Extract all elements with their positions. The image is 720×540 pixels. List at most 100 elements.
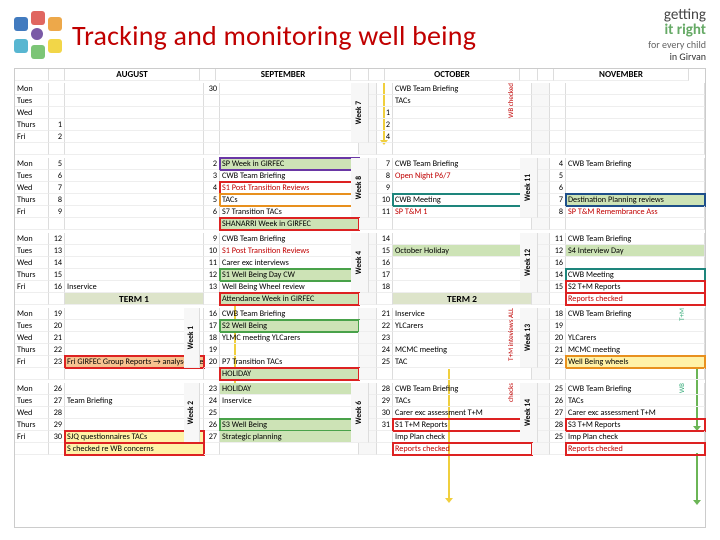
date-num: 14: [49, 257, 65, 269]
event-text: [220, 119, 359, 131]
banner: TERM 1: [65, 293, 204, 305]
event-text: [65, 158, 204, 170]
cell: [359, 368, 377, 380]
date-num: 16: [204, 308, 220, 320]
event-text: [65, 182, 204, 194]
banner: Attendance Week in GIRFEC: [220, 293, 359, 305]
brand-block: getting it right for every child in Girv…: [648, 8, 706, 63]
month-header: [200, 69, 216, 81]
cell: [204, 293, 220, 305]
date-num: 15: [49, 269, 65, 281]
date-num: 8: [550, 206, 566, 218]
date-num: 19: [204, 344, 220, 356]
date-num: 12: [204, 269, 220, 281]
week-label: Week 8: [351, 158, 369, 218]
event-text: [220, 95, 359, 107]
date-num: [550, 107, 566, 119]
cell: [550, 368, 566, 380]
day-label: Mon: [15, 233, 49, 245]
event-text: S2 T+M Reports: [566, 281, 705, 293]
event-text: [65, 107, 204, 119]
arrow-icon: [696, 453, 698, 501]
event-text: [65, 194, 204, 206]
date-num: 6: [550, 182, 566, 194]
date-num: 9: [204, 233, 220, 245]
event-text: CWB Team Briefing: [220, 233, 359, 245]
calendar-row: SHANARRI Week in GIRFEC: [15, 218, 705, 230]
week-sidebar: [532, 95, 550, 107]
calendar-grid: AUGUSTSEPTEMBEROCTOBERNOVEMBERMon30CWB T…: [14, 68, 706, 528]
event-text: [65, 83, 204, 95]
banner: [393, 218, 532, 230]
date-num: 21: [550, 344, 566, 356]
date-num: 9: [377, 182, 393, 194]
week-label: Week 1: [184, 308, 200, 368]
date-num: 11: [377, 206, 393, 218]
week-sidebar: [532, 119, 550, 131]
calendar-row: S checked re WB concernsReports checkedR…: [15, 443, 705, 455]
date-num: 16: [550, 257, 566, 269]
month-header: SEPTEMBER: [216, 69, 351, 81]
cell: [204, 368, 220, 380]
banner: Reports checked: [566, 293, 705, 305]
day-label: Thurs: [15, 269, 49, 281]
date-num: 1: [377, 107, 393, 119]
month-header: NOVEMBER: [554, 69, 689, 81]
date-num: 2: [204, 158, 220, 170]
date-num: [550, 119, 566, 131]
page: Tracking and monitoring well being getti…: [0, 0, 720, 540]
date-num: 22: [550, 356, 566, 368]
date-num: 20: [49, 320, 65, 332]
sidebar-note: WB checked: [506, 83, 518, 143]
event-text: SP Week in GIRFEC: [220, 158, 359, 170]
date-num: [377, 95, 393, 107]
event-text: [393, 182, 532, 194]
day-label: Mon: [15, 308, 49, 320]
event-text: S1 Post Transition Reviews: [220, 245, 359, 257]
day-label: Thurs: [15, 119, 49, 131]
date-num: 22: [49, 344, 65, 356]
date-num: 25: [377, 356, 393, 368]
cell: [49, 143, 65, 155]
date-num: [204, 131, 220, 143]
date-num: 31: [377, 419, 393, 431]
banner: [393, 368, 532, 380]
date-num: 15: [550, 281, 566, 293]
week-sidebar: [359, 308, 377, 320]
event-text: YLMC meeting YLCarers: [220, 332, 359, 344]
header: Tracking and monitoring well being getti…: [14, 8, 706, 62]
calendar-row: Wed2118YLMC meeting YLCarers2320YLCarers: [15, 332, 705, 344]
event-text: S2 Well Being: [220, 320, 359, 332]
date-num: 24: [204, 395, 220, 407]
week-label: Week 7: [351, 83, 369, 143]
month-header: [351, 69, 369, 81]
cell: [532, 293, 550, 305]
banner: Reports checked: [393, 443, 532, 455]
date-num: 4: [377, 131, 393, 143]
event-text: [65, 119, 204, 131]
cell: [359, 443, 377, 455]
cell: [15, 218, 49, 230]
cell: [532, 368, 550, 380]
cell: [550, 443, 566, 455]
date-num: 23: [204, 383, 220, 395]
date-num: 25: [204, 407, 220, 419]
date-num: 24: [377, 344, 393, 356]
cell: [550, 293, 566, 305]
date-num: 26: [204, 419, 220, 431]
week-label: Week 14: [520, 383, 538, 443]
event-text: [65, 245, 204, 257]
date-num: 8: [377, 170, 393, 182]
month-header: [538, 69, 554, 81]
month-header: [369, 69, 385, 81]
date-num: 8: [49, 194, 65, 206]
event-text: Inservice: [65, 281, 204, 293]
event-text: CWB Team Briefing: [566, 158, 705, 170]
date-num: 5: [49, 158, 65, 170]
calendar-row: Tues2017S2 Well Being22YLCarers19: [15, 320, 705, 332]
event-text: [393, 257, 532, 269]
date-num: [49, 95, 65, 107]
day-label: Thurs: [15, 419, 49, 431]
cell: [377, 143, 393, 155]
cell: [532, 443, 550, 455]
